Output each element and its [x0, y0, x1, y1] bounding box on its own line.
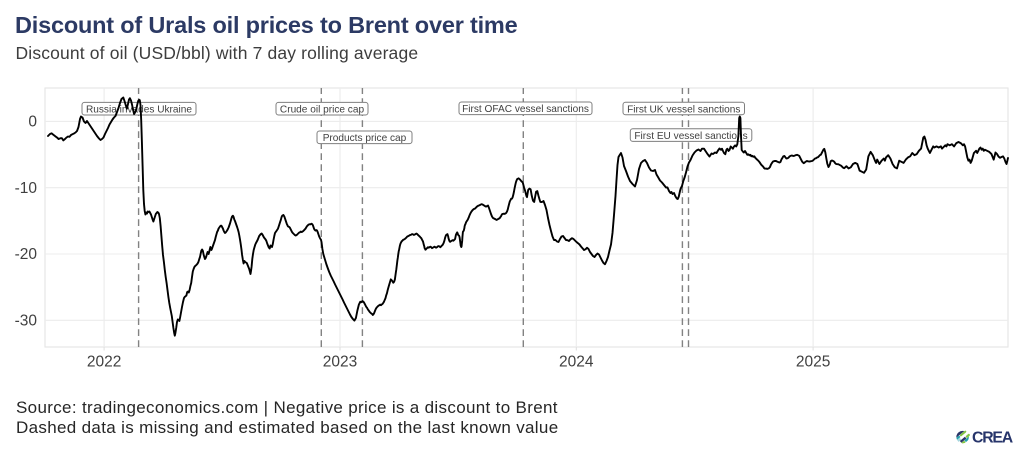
svg-text:-20: -20: [15, 246, 38, 263]
svg-text:Crude oil price cap: Crude oil price cap: [280, 105, 365, 116]
svg-text:2024: 2024: [559, 354, 594, 371]
svg-text:First UK vessel sanctions: First UK vessel sanctions: [627, 104, 740, 115]
svg-text:First OFAC vessel sanctions: First OFAC vessel sanctions: [462, 104, 589, 115]
svg-text:2025: 2025: [796, 354, 830, 371]
svg-text:First EU vessel sanctions: First EU vessel sanctions: [634, 131, 747, 142]
svg-text:CREA: CREA: [972, 430, 1013, 447]
svg-text:2023: 2023: [323, 354, 357, 371]
svg-text:-30: -30: [15, 313, 38, 330]
svg-text:2022: 2022: [87, 354, 121, 371]
svg-text:-10: -10: [15, 180, 38, 197]
svg-text:Russia invades Ukraine: Russia invades Ukraine: [86, 105, 192, 116]
svg-text:0: 0: [28, 114, 37, 131]
svg-text:Products price cap: Products price cap: [323, 133, 407, 144]
